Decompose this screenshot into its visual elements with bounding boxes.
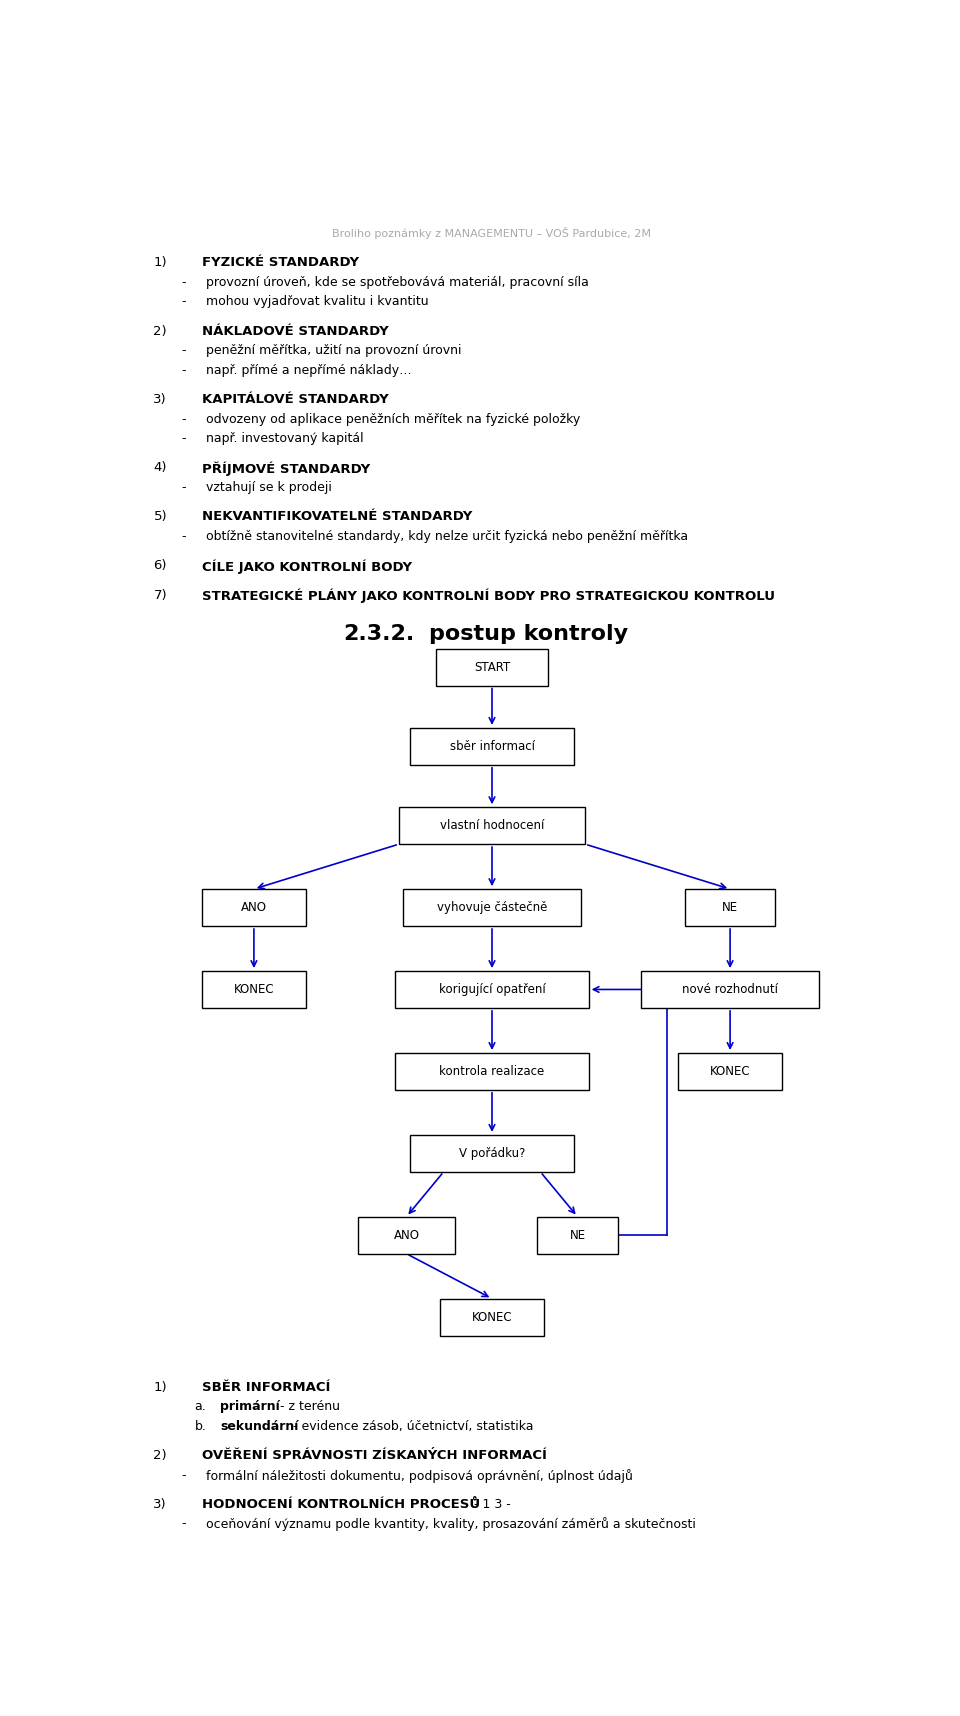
FancyBboxPatch shape [396, 1054, 588, 1090]
Text: 2): 2) [154, 324, 167, 338]
Text: primární: primární [221, 1400, 280, 1414]
Text: a.: a. [194, 1400, 206, 1414]
Text: vyhovuje částečně: vyhovuje částečně [437, 901, 547, 915]
Text: START: START [474, 661, 510, 674]
Text: CÍLE JAKO KONTROLNÍ BODY: CÍLE JAKO KONTROLNÍ BODY [202, 559, 412, 573]
Text: NEKVANTIFIKOVATELNÉ STANDARDY: NEKVANTIFIKOVATELNÉ STANDARDY [202, 510, 472, 523]
Text: -: - [181, 1517, 185, 1531]
Text: STRATEGICKÉ PLÁNY JAKO KONTROLNÍ BODY PRO STRATEGICKOU KONTROLU: STRATEGICKÉ PLÁNY JAKO KONTROLNÍ BODY PR… [202, 589, 775, 602]
Text: 5): 5) [154, 510, 167, 523]
Text: HODNOCENÍ KONTROLNÍCH PROCESŮ: HODNOCENÍ KONTROLNÍCH PROCESŮ [202, 1498, 480, 1510]
Text: -: - [181, 345, 185, 357]
Text: provozní úroveň, kde se spotřebovává materiál, pracovní síla: provozní úroveň, kde se spotřebovává mat… [205, 276, 588, 288]
FancyBboxPatch shape [410, 728, 574, 765]
FancyBboxPatch shape [440, 1299, 544, 1335]
Text: -: - [181, 412, 185, 426]
Text: V pořádku?: V pořádku? [459, 1146, 525, 1160]
Text: KONEC: KONEC [233, 983, 275, 995]
Text: 4): 4) [154, 462, 167, 474]
Text: NE: NE [569, 1229, 586, 1242]
Text: mohou vyjadřovat kvalitu i kvantitu: mohou vyjadřovat kvalitu i kvantitu [205, 295, 428, 309]
Text: peněžní měřítka, užití na provozní úrovni: peněžní měřítka, užití na provozní úrovn… [205, 345, 461, 357]
FancyBboxPatch shape [410, 1134, 574, 1172]
Text: -: - [181, 1469, 185, 1481]
Text: 6): 6) [154, 559, 167, 571]
Text: KONEC: KONEC [709, 1066, 751, 1078]
FancyBboxPatch shape [358, 1217, 455, 1254]
Text: FYZICKÉ STANDARDY: FYZICKÉ STANDARDY [202, 256, 359, 269]
Text: postup kontroly: postup kontroly [429, 625, 628, 644]
Text: NE: NE [722, 901, 738, 915]
FancyBboxPatch shape [202, 971, 306, 1007]
Text: PŘÍJMOVÉ STANDARDY: PŘÍJMOVÉ STANDARDY [202, 462, 371, 475]
Text: obtížně stanovitelné standardy, kdy nelze určit fyzická nebo peněžní měřítka: obtížně stanovitelné standardy, kdy nelz… [205, 530, 687, 542]
Text: ANO: ANO [394, 1229, 420, 1242]
Text: sekundární: sekundární [221, 1419, 299, 1433]
FancyBboxPatch shape [537, 1217, 618, 1254]
Text: kontrola realizace: kontrola realizace [440, 1066, 544, 1078]
FancyBboxPatch shape [678, 1054, 782, 1090]
Text: např. přímé a nepřímé náklady…: např. přímé a nepřímé náklady… [205, 364, 411, 378]
Text: Broliho poznámky z MANAGEMENTU – VOŠ Pardubice, 2M: Broliho poznámky z MANAGEMENTU – VOŠ Par… [332, 227, 652, 239]
Text: 7): 7) [154, 589, 167, 602]
FancyBboxPatch shape [641, 971, 820, 1007]
Text: korigující opatření: korigující opatření [439, 983, 545, 995]
Text: odvozeny od aplikace peněžních měřítek na fyzické položky: odvozeny od aplikace peněžních měřítek n… [205, 412, 580, 426]
Text: b.: b. [194, 1419, 206, 1433]
FancyBboxPatch shape [399, 807, 585, 844]
Text: KONEC: KONEC [471, 1311, 513, 1323]
FancyBboxPatch shape [436, 649, 548, 686]
Text: 1): 1) [154, 256, 167, 269]
Text: 2): 2) [154, 1448, 167, 1462]
Text: -: - [181, 295, 185, 309]
FancyBboxPatch shape [396, 971, 588, 1007]
Text: např. investovaný kapitál: např. investovaný kapitál [205, 432, 363, 444]
Text: 1): 1) [154, 1381, 167, 1393]
Text: 2.3.2.: 2.3.2. [344, 625, 415, 644]
Text: 3): 3) [154, 393, 167, 407]
Text: SBĚR INFORMACÍ: SBĚR INFORMACÍ [202, 1381, 330, 1393]
FancyBboxPatch shape [685, 889, 775, 927]
Text: -: - [181, 480, 185, 494]
Text: sběr informací: sběr informací [449, 740, 535, 753]
Text: -: - [181, 364, 185, 378]
Text: KAPITÁLOVÉ STANDARDY: KAPITÁLOVÉ STANDARDY [202, 393, 389, 407]
Text: vztahují se k prodeji: vztahují se k prodeji [205, 480, 331, 494]
Text: - evidence zásob, účetnictví, statistika: - evidence zásob, účetnictví, statistika [293, 1419, 533, 1433]
Text: 3): 3) [154, 1498, 167, 1510]
Text: vlastní hodnocení: vlastní hodnocení [440, 819, 544, 832]
Text: NÁKLADOVÉ STANDARDY: NÁKLADOVÉ STANDARDY [202, 324, 389, 338]
FancyBboxPatch shape [403, 889, 581, 927]
Text: OVĚŘENÍ SPRÁVNOSTI ZÍSKANÝCH INFORMACÍ: OVĚŘENÍ SPRÁVNOSTI ZÍSKANÝCH INFORMACÍ [202, 1448, 546, 1462]
Text: - 1 3 -: - 1 3 - [473, 1498, 511, 1512]
Text: ANO: ANO [241, 901, 267, 915]
FancyBboxPatch shape [202, 889, 306, 927]
Text: nové rozhodnutí: nové rozhodnutí [682, 983, 778, 995]
Text: -: - [181, 530, 185, 542]
Text: - z terénu: - z terénu [280, 1400, 340, 1414]
Text: -: - [181, 432, 185, 444]
Text: formální náležitosti dokumentu, podpisová oprávnění, úplnost údajů: formální náležitosti dokumentu, podpisov… [205, 1469, 633, 1483]
Text: oceňování významu podle kvantity, kvality, prosazování záměrů a skutečnosti: oceňování významu podle kvantity, kvalit… [205, 1517, 695, 1531]
Text: -: - [181, 276, 185, 288]
